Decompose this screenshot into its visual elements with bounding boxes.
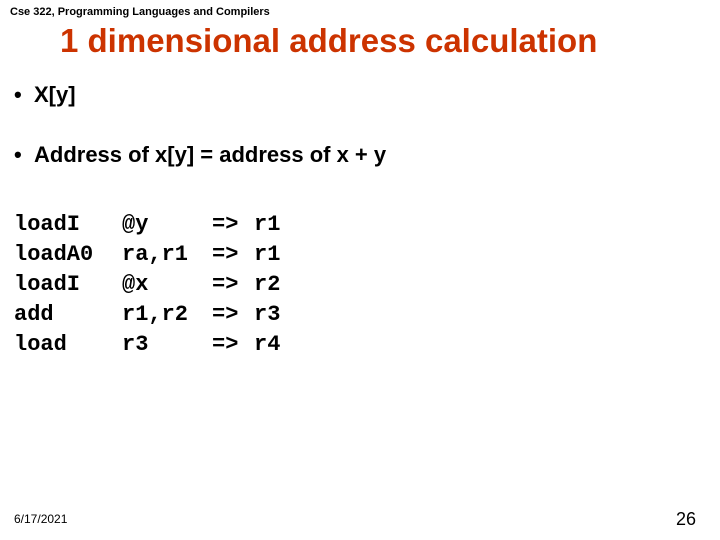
bullet-item: • X[y] [14,82,706,108]
code-row: loadI @x => r2 [14,270,280,300]
code-op: loadA0 [14,240,122,270]
footer-date: 6/17/2021 [14,512,67,526]
footer-page-number: 26 [676,509,696,530]
code-op: loadI [14,210,122,240]
bullet-list: • X[y] • Address of x[y] = address of x … [14,82,706,202]
slide: Cse 322, Programming Languages and Compi… [0,0,720,540]
code-dst: r1 [254,210,280,240]
slide-title: 1 dimensional address calculation [60,22,700,60]
code-arrow: => [212,240,254,270]
code-arrow: => [212,210,254,240]
code-args: r1,r2 [122,300,212,330]
code-op: load [14,330,122,360]
code-arrow: => [212,300,254,330]
bullet-text: X[y] [34,82,76,108]
bullet-text: Address of x[y] = address of x + y [34,142,386,168]
code-args: @y [122,210,212,240]
code-arrow: => [212,330,254,360]
code-op: loadI [14,270,122,300]
code-row: load r3 => r4 [14,330,280,360]
code-dst: r2 [254,270,280,300]
code-dst: r4 [254,330,280,360]
bullet-dot-icon: • [14,82,34,108]
code-row: loadA0 ra,r1 => r1 [14,240,280,270]
code-args: @x [122,270,212,300]
code-dst: r3 [254,300,280,330]
code-block: loadI @y => r1 loadA0 ra,r1 => r1 loadI … [14,210,280,360]
bullet-dot-icon: • [14,142,34,168]
code-op: add [14,300,122,330]
course-header: Cse 322, Programming Languages and Compi… [10,6,270,18]
code-arrow: => [212,270,254,300]
bullet-item: • Address of x[y] = address of x + y [14,142,706,168]
code-row: add r1,r2 => r3 [14,300,280,330]
code-row: loadI @y => r1 [14,210,280,240]
code-args: ra,r1 [122,240,212,270]
code-dst: r1 [254,240,280,270]
code-args: r3 [122,330,212,360]
